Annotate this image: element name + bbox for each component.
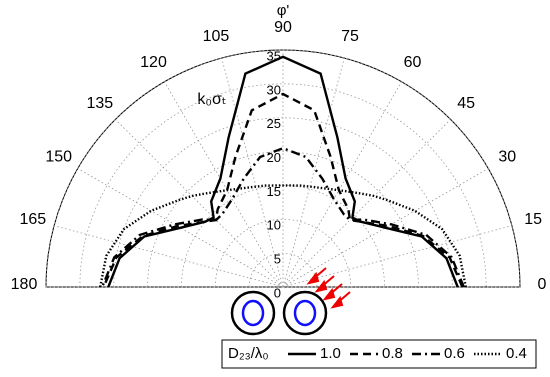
polar-frame <box>45 49 521 288</box>
theta-tick-label: 150 <box>45 149 72 166</box>
series-line <box>102 92 464 288</box>
grid-circle <box>248 252 318 288</box>
grid-spoke <box>282 225 513 288</box>
plot-area: 0510152025303501530456075901051201351501… <box>11 19 547 300</box>
chart-title: φ' <box>277 2 290 19</box>
theta-tick-label: 60 <box>404 54 422 71</box>
theta-tick-label: 0 <box>538 276 547 293</box>
grid-spoke <box>53 225 284 288</box>
grid-spoke <box>282 81 402 288</box>
theta-tick-label: 165 <box>19 211 46 228</box>
legend-label: 0.8 <box>382 345 403 362</box>
grid-spoke <box>221 57 284 288</box>
r-tick-label: 30 <box>267 82 281 97</box>
grid-circle <box>147 151 419 288</box>
incident-arrows <box>306 267 351 309</box>
r-tick-label: 0 <box>274 285 281 300</box>
legend-label: 0.6 <box>444 345 465 362</box>
series-line <box>107 55 459 288</box>
series-line <box>101 146 465 288</box>
legend-title: D₂₃/λ₀ <box>228 345 269 362</box>
grid-spoke <box>115 119 284 288</box>
r-tick-label: 25 <box>267 116 281 131</box>
r-tick-label: 20 <box>267 150 281 165</box>
r-tick-label: 10 <box>267 218 281 233</box>
legend-label: 0.4 <box>506 345 527 362</box>
r-tick-label: 15 <box>267 184 281 199</box>
theta-tick-label: 45 <box>457 95 475 112</box>
grid-spoke <box>282 168 489 288</box>
theta-tick-label: 90 <box>274 19 292 36</box>
legend-box <box>221 339 537 369</box>
theta-tick-label: 120 <box>140 54 167 71</box>
theta-tick-label: 30 <box>498 149 516 166</box>
theta-tick-label: 135 <box>87 95 114 112</box>
waveguide-icon <box>230 290 328 336</box>
r-tick-label: 5 <box>274 252 281 267</box>
grid-spoke <box>164 81 284 288</box>
theta-tick-label: 75 <box>341 28 359 45</box>
r-axis-label: k₀σₜ <box>197 91 226 108</box>
theta-tick-label: 180 <box>11 276 38 293</box>
grid-spoke <box>282 119 451 288</box>
grid-spoke <box>282 57 345 288</box>
theta-tick-label: 105 <box>203 28 230 45</box>
series-line <box>99 184 467 288</box>
theta-tick-label: 15 <box>524 211 542 228</box>
legend-label: 1.0 <box>320 345 341 362</box>
